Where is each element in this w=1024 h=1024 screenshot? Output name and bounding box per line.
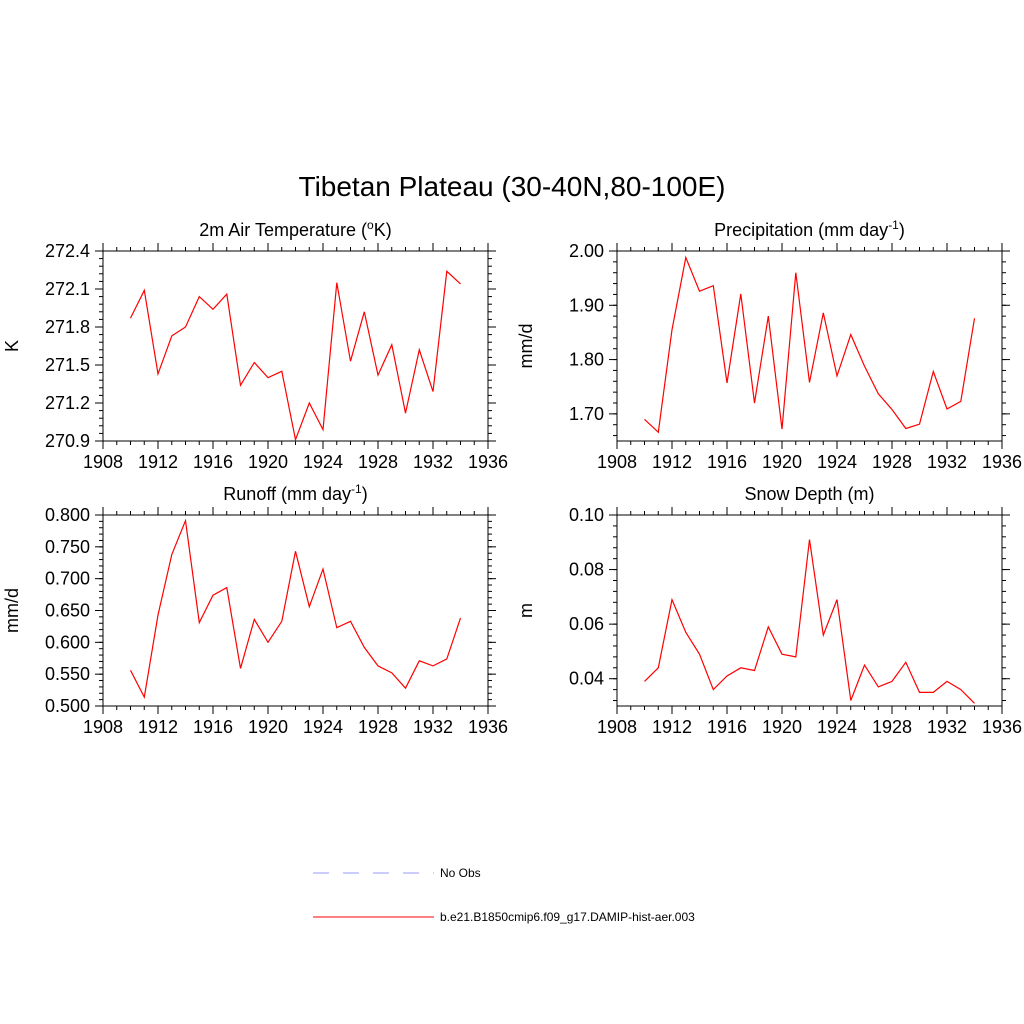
plot-frame [102, 514, 489, 707]
figure-title: Tibetan Plateau (30-40N,80-100E) [299, 171, 726, 202]
y-tick-label: 1.80 [569, 350, 604, 370]
x-tick-label: 1936 [982, 717, 1022, 737]
y-tick-label: 0.800 [45, 505, 90, 525]
y-axis-label: mm/d [516, 324, 536, 369]
x-tick-label: 1924 [303, 452, 343, 472]
x-tick-label: 1936 [468, 452, 508, 472]
chart-panels: 2m Air Temperature (oK) K 1908 1912 1916 1920… [2, 218, 1022, 737]
x-tick-label: 1912 [138, 452, 178, 472]
x-tick-label: 1928 [358, 717, 398, 737]
y-tick-label: 271.2 [45, 393, 90, 413]
panel-title: 2m Air Temperature (oK) [199, 218, 391, 240]
y-tick-label: 1.90 [569, 295, 604, 315]
x-tick-label: 1928 [358, 452, 398, 472]
x-tick-label: 1920 [248, 717, 288, 737]
y-tick-label: 272.1 [45, 279, 90, 299]
panel-title: Runoff (mm day-1) [223, 482, 367, 504]
series-line [129, 518, 462, 699]
x-tick-label: 1932 [927, 717, 967, 737]
y-tick-label: 0.04 [569, 669, 604, 689]
x-tick-label: 1932 [413, 717, 453, 737]
plot-frame [616, 250, 1003, 442]
x-tick-label: 1916 [193, 452, 233, 472]
x-tick-label: 1928 [872, 717, 912, 737]
x-tick-label: 1932 [413, 452, 453, 472]
y-tick-label: 271.8 [45, 317, 90, 337]
x-tick-label: 1916 [707, 717, 747, 737]
y-tick-label: 0.06 [569, 614, 604, 634]
x-tick-label: 1932 [927, 452, 967, 472]
x-tick-label: 1920 [762, 717, 802, 737]
legend-label-1: b.e21.B1850cmip6.f09_g17.DAMIP-hist-aer.… [440, 910, 695, 924]
y-tick-label: 272.4 [45, 241, 90, 261]
y-axis-label: mm/d [2, 588, 22, 633]
x-tick-label: 1908 [597, 452, 637, 472]
y-tick-label: 0.750 [45, 537, 90, 557]
y-axis-label: K [2, 340, 22, 352]
y-tick-label: 270.9 [45, 431, 90, 451]
x-tick-label: 1924 [817, 452, 857, 472]
x-tick-label: 1924 [303, 717, 343, 737]
panel-0: 2m Air Temperature (oK) K 1908 1912 1916 1920… [2, 218, 508, 472]
y-tick-label: 271.5 [45, 355, 90, 375]
y-tick-label: 2.00 [569, 241, 604, 261]
x-tick-label: 1924 [817, 717, 857, 737]
y-tick-label: 0.600 [45, 632, 90, 652]
x-tick-label: 1936 [468, 717, 508, 737]
x-tick-label: 1912 [652, 717, 692, 737]
x-tick-label: 1916 [193, 717, 233, 737]
y-tick-label: 0.500 [45, 696, 90, 716]
panel-1: Precipitation (mm day-1) mm/d 1908 1912 1916… [516, 218, 1022, 472]
panel-2: Runoff (mm day-1) mm/d 1908 1912 1916 1920 192… [2, 482, 508, 737]
panel-3: Snow Depth (m) m 1908 1912 1916 1920 1924 1928 1… [516, 484, 1022, 737]
x-tick-label: 1936 [982, 452, 1022, 472]
y-tick-label: 0.10 [569, 505, 604, 525]
y-tick-label: 0.550 [45, 664, 90, 684]
y-tick-label: 0.08 [569, 560, 604, 580]
y-tick-label: 0.650 [45, 601, 90, 621]
panel-title: Precipitation (mm day-1) [714, 218, 905, 240]
x-tick-label: 1928 [872, 452, 912, 472]
series-line [129, 270, 461, 442]
x-tick-label: 1908 [83, 452, 123, 472]
panel-title: Snow Depth (m) [744, 484, 874, 504]
y-tick-label: 0.700 [45, 569, 90, 589]
x-tick-label: 1908 [597, 717, 637, 737]
plot-frame [102, 250, 489, 442]
x-tick-label: 1916 [707, 452, 747, 472]
x-tick-label: 1920 [762, 452, 802, 472]
y-axis-label: m [516, 603, 536, 618]
x-tick-label: 1908 [83, 717, 123, 737]
x-tick-label: 1912 [138, 717, 178, 737]
legend-label-0: No Obs [440, 866, 481, 880]
x-tick-label: 1920 [248, 452, 288, 472]
series-line [644, 255, 976, 434]
series-line [644, 539, 975, 704]
y-tick-label: 1.70 [569, 404, 604, 424]
x-tick-label: 1912 [652, 452, 692, 472]
legend: No Obs b.e21.B1850cmip6.f09_g17.DAMIP-his… [313, 866, 695, 924]
